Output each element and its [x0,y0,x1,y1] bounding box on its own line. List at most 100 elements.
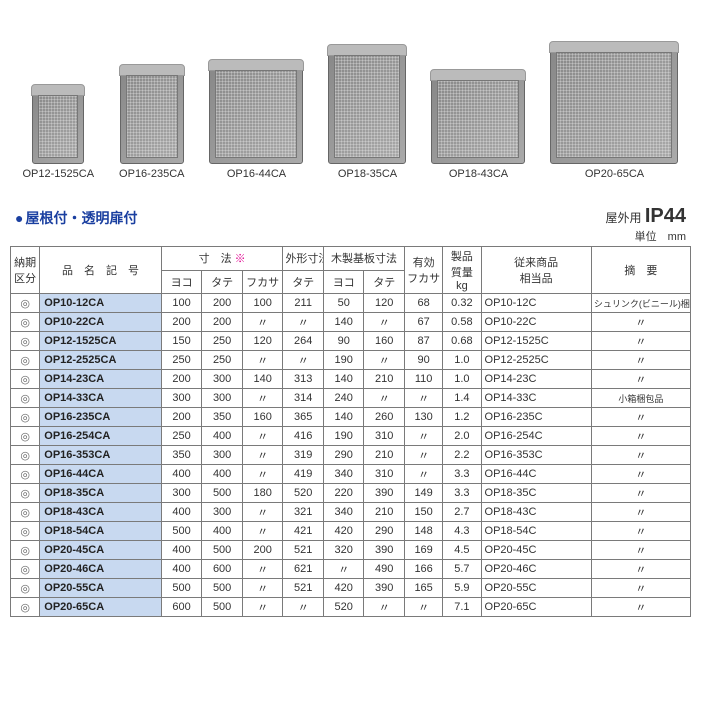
product-box-illustration [32,89,84,164]
cell-eff: 169 [404,541,442,560]
cell-wood-yoko: 140 [323,313,364,332]
product-box-illustration [550,46,678,164]
cell-fukasa: 100 [242,294,283,313]
table-row: ◎OP20-55CA500500〃5214203901655.9OP20-55C… [11,579,691,598]
cell-weight: 2.2 [443,446,481,465]
cell-mark: ◎ [11,541,40,560]
cell-tate: 500 [202,598,243,617]
product-item: OP16-235CA [119,69,184,180]
cell-weight: 4.5 [443,541,481,560]
product-image-row: OP12-1525CAOP16-235CAOP16-44CAOP18-35CAO… [10,10,691,185]
cell-wood-yoko: 190 [323,351,364,370]
cell-eff: 〃 [404,427,442,446]
cell-wood-tate: 210 [364,503,405,522]
cell-eff: 166 [404,560,442,579]
cell-outer-tate: 313 [283,370,324,389]
cell-outer-tate: 419 [283,465,324,484]
cell-model: OP16-235CA [40,408,162,427]
cell-fukasa: 〃 [242,313,283,332]
product-label: OP16-235CA [119,168,184,180]
cell-note: 〃 [591,427,690,446]
cell-weight: 0.32 [443,294,481,313]
th-note: 摘 要 [591,247,690,294]
cell-model: OP10-12CA [40,294,162,313]
cell-yoko: 400 [161,503,202,522]
cell-yoko: 300 [161,484,202,503]
cell-mark: ◎ [11,351,40,370]
cell-weight: 1.4 [443,389,481,408]
cell-eff: 〃 [404,598,442,617]
product-item: OP18-35CA [328,49,406,180]
cell-wood-yoko: 140 [323,408,364,427]
cell-outer-tate: 〃 [283,313,324,332]
th-eff-text: 有効フカサ [407,257,440,285]
cell-yoko: 200 [161,370,202,389]
cell-outer-tate: 365 [283,408,324,427]
cell-fukasa: 180 [242,484,283,503]
cell-note: 〃 [591,598,690,617]
cell-mark: ◎ [11,484,40,503]
cell-tate: 500 [202,579,243,598]
cell-eff: 110 [404,370,442,389]
cell-weight: 3.3 [443,465,481,484]
product-box-illustration [431,74,525,164]
cell-outer-tate: 〃 [283,598,324,617]
product-label: OP16-44CA [227,168,286,180]
cell-wood-yoko: 240 [323,389,364,408]
product-label: OP18-43CA [449,168,508,180]
cell-weight: 0.68 [443,332,481,351]
cell-eff: 90 [404,351,442,370]
cell-mark: ◎ [11,332,40,351]
table-row: ◎OP14-33CA300300〃314240〃〃1.4OP14-33C小箱梱包… [11,389,691,408]
cell-outer-tate: 211 [283,294,324,313]
product-item: OP20-65CA [550,46,678,180]
cell-tate: 600 [202,560,243,579]
usage-label: 屋外用 [605,211,641,225]
cell-prev: OP16-235C [481,408,591,427]
cell-outer-tate: 319 [283,446,324,465]
cell-note: 〃 [591,579,690,598]
cell-note: 〃 [591,560,690,579]
cell-wood-yoko: 290 [323,446,364,465]
cell-yoko: 500 [161,579,202,598]
table-row: ◎OP16-254CA250400〃416190310〃2.0OP16-254C… [11,427,691,446]
th-prev-text: 従来商品相当品 [514,257,558,285]
th-weight: 製品質量kg [443,247,481,294]
cell-wood-tate: 〃 [364,389,405,408]
ip-rating: IP44 [645,205,686,227]
cell-prev: OP14-33C [481,389,591,408]
cell-mark: ◎ [11,408,40,427]
cell-note: 〃 [591,408,690,427]
th-wood-tate: タテ [364,270,405,294]
cell-weight: 5.7 [443,560,481,579]
cell-prev: OP18-35C [481,484,591,503]
cell-wood-yoko: 50 [323,294,364,313]
cell-model: OP14-33CA [40,389,162,408]
cell-mark: ◎ [11,294,40,313]
cell-outer-tate: 520 [283,484,324,503]
cell-wood-yoko: 140 [323,370,364,389]
cell-prev: OP10-22C [481,313,591,332]
th-delivery-text: 納期区分 [14,257,36,285]
table-row: ◎OP18-35CA3005001805202203901493.3OP18-3… [11,484,691,503]
cell-model: OP10-22CA [40,313,162,332]
cell-tate: 250 [202,351,243,370]
cell-weight: 7.1 [443,598,481,617]
cell-weight: 5.9 [443,579,481,598]
table-row: ◎OP12-1525CA15025012026490160870.68OP12-… [11,332,691,351]
th-outer-tate: タテ [283,270,324,294]
cell-wood-tate: 210 [364,370,405,389]
cell-wood-tate: 490 [364,560,405,579]
table-row: ◎OP16-353CA350300〃319290210〃2.2OP16-353C… [11,446,691,465]
cell-outer-tate: 421 [283,522,324,541]
cell-prev: OP14-23C [481,370,591,389]
cell-weight: 2.7 [443,503,481,522]
cell-yoko: 250 [161,427,202,446]
cell-yoko: 100 [161,294,202,313]
th-dim-text: 寸 法 [199,253,232,265]
cell-model: OP20-45CA [40,541,162,560]
th-dim-fukasa: フカサ [242,270,283,294]
cell-eff: 150 [404,503,442,522]
cell-note: 〃 [591,351,690,370]
cell-note: 〃 [591,370,690,389]
